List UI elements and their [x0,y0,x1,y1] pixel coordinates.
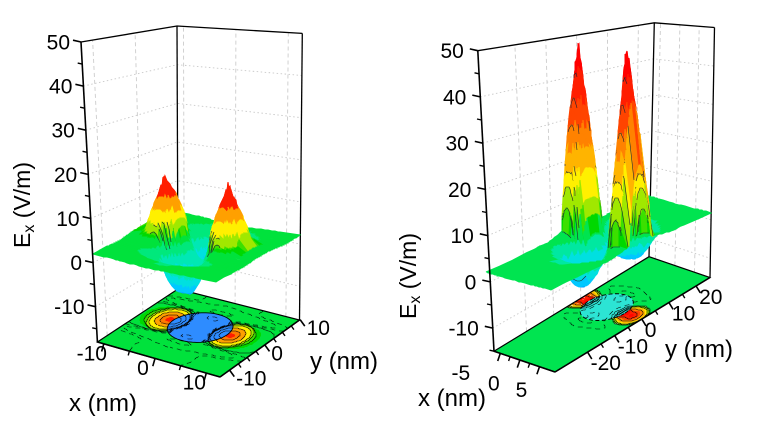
svg-text:-20: -20 [591,352,621,375]
svg-text:y (nm): y (nm) [665,336,733,363]
svg-text:5: 5 [516,379,528,402]
svg-text:0: 0 [271,342,283,365]
svg-text:-10: -10 [448,318,478,341]
svg-text:20: 20 [448,179,471,202]
svg-text:20: 20 [699,286,722,309]
svg-text:0: 0 [645,319,657,342]
svg-text:y (nm): y (nm) [310,348,378,375]
svg-text:x (nm): x (nm) [69,390,137,417]
svg-text:10: 10 [450,225,473,248]
svg-text:-10: -10 [77,342,107,365]
svg-text:10: 10 [672,303,695,326]
svg-text:10: 10 [183,372,206,395]
svg-text:0: 0 [137,357,149,380]
svg-text:50: 50 [47,32,70,55]
svg-text:30: 30 [445,133,468,156]
svg-text:40: 40 [49,76,72,99]
svg-text:-5: -5 [451,362,470,385]
svg-text:10: 10 [56,208,79,231]
svg-text:40: 40 [443,86,466,109]
svg-text:-10: -10 [236,368,266,391]
svg-text:0: 0 [488,373,500,396]
svg-text:10: 10 [307,317,330,340]
svg-text:20: 20 [54,164,77,187]
svg-text:Ex (V/m): Ex (V/m) [395,233,424,319]
svg-text:x (nm): x (nm) [418,385,486,412]
svg-text:50: 50 [440,40,463,63]
svg-text:0: 0 [465,271,477,294]
svg-text:30: 30 [51,120,74,143]
svg-text:-10: -10 [54,296,84,319]
svg-text:-10: -10 [618,336,648,359]
svg-text:0: 0 [70,252,82,275]
svg-text:Ex (V/m): Ex (V/m) [9,162,38,248]
